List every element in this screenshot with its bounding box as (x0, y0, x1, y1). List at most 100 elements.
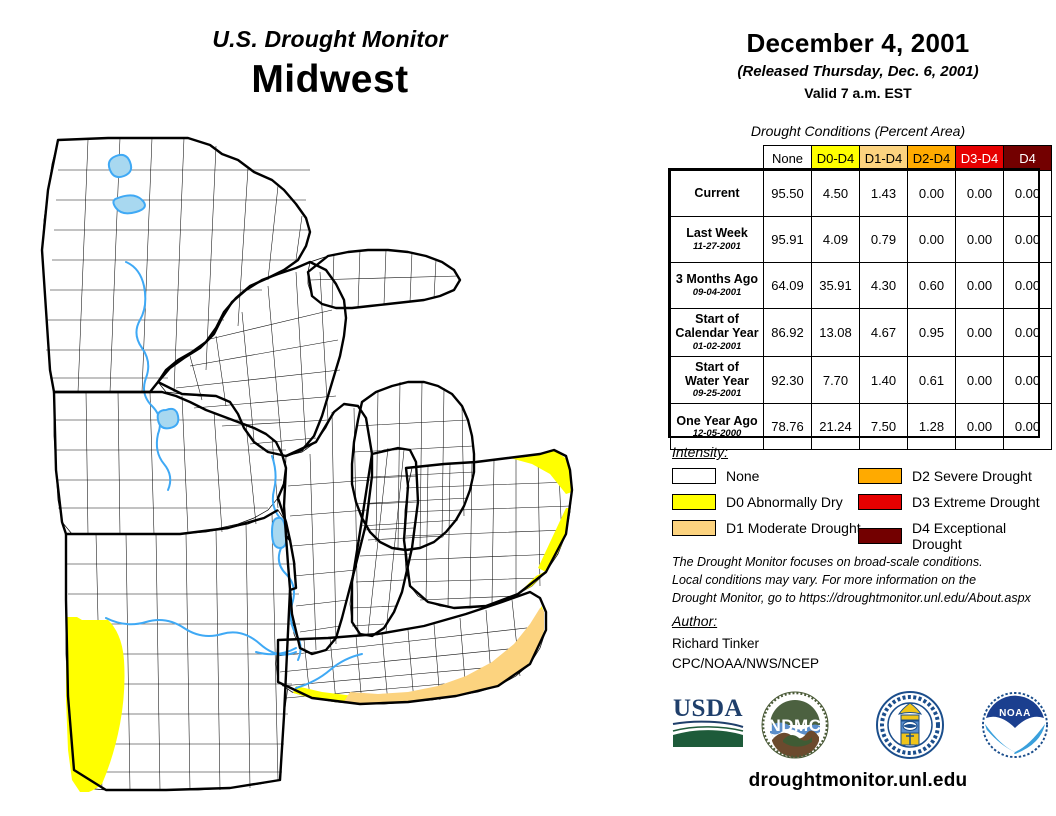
row-label: Start of Calendar Year 01-02-2001 (670, 308, 764, 357)
state-bodies (41, 137, 573, 791)
region-title: Midwest (251, 58, 409, 101)
row-label-line: One Year Ago (676, 413, 758, 428)
table-cell: 13.08 (811, 308, 860, 357)
table-cell: 0.00 (955, 216, 1004, 263)
drought-area-eastern-kentucky (288, 598, 544, 704)
legend-label: D1 Moderate Drought (726, 520, 861, 536)
row-label-line: Start of (695, 312, 739, 326)
report-date: December 4, 2001 (746, 28, 970, 58)
row-label: One Year Ago 12-05-2000 (670, 403, 764, 451)
table-cell: 0.00 (955, 308, 1004, 357)
table-cell: 4.67 (859, 308, 908, 357)
title-block: U.S. Drought Monitor Midwest (0, 26, 660, 102)
program-title: U.S. Drought Monitor (212, 26, 448, 52)
midwest-drought-map (10, 120, 660, 800)
table-cell: 78.76 (763, 403, 812, 451)
table-cell: 7.50 (859, 403, 908, 451)
table-cell: 0.00 (955, 403, 1004, 451)
site-url: droughtmonitor.unl.edu (748, 770, 968, 791)
table-cell: 95.91 (763, 216, 812, 263)
row-label-line: Start of (695, 359, 739, 374)
table-cell: 0.00 (907, 170, 956, 217)
author-label: Author: (672, 613, 718, 629)
row-label-line: Water Year (685, 374, 749, 389)
map-geometry (40, 136, 574, 792)
table-row: 3 Months Ago 09-04-2001 64.09 35.91 4.30 0.60… (670, 262, 1052, 309)
table-cell: 0.00 (1003, 216, 1052, 263)
table-header-row: None D0-D4 D1-D4 D2-D4 D3-D4 D4 (671, 145, 1052, 171)
notes-line-1: The Drought Monitor focuses on broad-sca… (672, 555, 983, 569)
agency-logo-row: USDA NDMC (665, 690, 1051, 762)
table-row: Start of Water Year 09-25-2001 92.30 7.70 1.4… (670, 355, 1052, 405)
table-caption: Drought Conditions (Percent Area) (750, 123, 966, 139)
table-cell: 21.24 (811, 403, 860, 451)
table-cell: 0.00 (1003, 355, 1052, 405)
legend-label: D3 Extreme Drought (912, 494, 1040, 510)
svg-text:NDMC: NDMC (769, 716, 822, 735)
intensity-legend-title: Intensity: (672, 444, 729, 460)
report-header: December 4, 2001 (Released Thursday, Dec… (660, 28, 1056, 101)
legend-item: None (672, 468, 759, 484)
row-label-line: Current (694, 186, 740, 201)
table-row: Start of Calendar Year 01-02-2001 86.92 13.0… (670, 308, 1052, 357)
table-cell: 1.28 (907, 403, 956, 451)
row-date: 01-02-2001 (692, 340, 742, 352)
table-cell: 0.00 (1003, 403, 1052, 451)
row-label: Last Week 11-27-2001 (670, 216, 764, 263)
table-cell: 0.00 (955, 355, 1004, 405)
row-label: Start of Water Year 09-25-2001 (670, 355, 764, 405)
table-col-header-none: None (763, 145, 812, 171)
legend-swatch (672, 520, 716, 536)
logos-svg: USDA NDMC (672, 691, 1048, 759)
row-date: 12-05-2000 (692, 428, 742, 440)
row-label-line: 3 Months Ago (675, 272, 759, 287)
legend-item: D4 Exceptional Drought (858, 520, 1056, 552)
table-col-header-d0-d4: D0-D4 (811, 145, 860, 171)
legend-swatch (858, 528, 902, 544)
row-label: 3 Months Ago 09-04-2001 (670, 262, 764, 309)
legend-item: D0 Abnormally Dry (672, 494, 843, 510)
table-cell: 1.40 (859, 355, 908, 405)
table-cell: 0.60 (907, 262, 956, 309)
table-cell: 0.00 (1003, 170, 1052, 217)
table-cell: 4.50 (811, 170, 860, 217)
table-cell: 86.92 (763, 308, 812, 357)
table-body: Current 95.50 4.50 1.43 0.00 0.00 0.00 Last Wee… (670, 170, 1052, 451)
table-cell: 4.30 (859, 262, 908, 309)
notes-line-2: Local conditions may vary. For more info… (672, 573, 977, 588)
table-row: Last Week 11-27-2001 95.91 4.09 0.79 0.00 0.00… (670, 216, 1052, 263)
author-block: Richard Tinker CPC/NOAA/NWS/NCEP (672, 634, 819, 673)
author-name: Richard Tinker (672, 636, 760, 651)
legend-swatch (858, 494, 902, 510)
table-cell: 0.95 (907, 308, 956, 357)
usda-logo: USDA (672, 695, 744, 747)
table-row: Current 95.50 4.50 1.43 0.00 0.00 0.00 (670, 170, 1052, 217)
table-cell: 95.50 (763, 170, 812, 217)
row-label: Current (670, 170, 764, 217)
table-cell: 4.09 (811, 216, 860, 263)
table-row: One Year Ago 12-05-2000 78.76 21.24 7.50 1.28… (670, 403, 1052, 451)
table-cell: 64.09 (763, 262, 812, 309)
table-cell: 1.43 (859, 170, 908, 217)
svg-text:NOAA: NOAA (999, 708, 1031, 719)
row-date: 09-04-2001 (692, 286, 742, 298)
noaa-logo: NOAA (982, 692, 1048, 758)
table-header-cells: None D0-D4 D1-D4 D2-D4 D3-D4 D4 (671, 145, 1052, 171)
table-cell: 0.61 (907, 355, 956, 405)
legend-label: None (726, 468, 760, 484)
author-affiliation: CPC/NOAA/NWS/NCEP (672, 655, 820, 671)
table-cell: 0.00 (907, 216, 956, 263)
table-cell: 0.79 (859, 216, 908, 263)
map-svg (40, 136, 574, 792)
table-col-header-d3-d4: D3-D4 (955, 145, 1004, 171)
table-cell: 0.00 (1003, 308, 1052, 357)
row-label-line: Calendar Year (675, 326, 759, 341)
row-date: 11-27-2001 (693, 240, 741, 252)
notes-line-3: Drought Monitor, go to https://droughtmo… (672, 591, 1031, 606)
disclaimer-notes: The Drought Monitor focuses on broad-sca… (672, 553, 1052, 607)
table-col-header-d2-d4: D2-D4 (907, 145, 956, 171)
drought-conditions-table: None D0-D4 D1-D4 D2-D4 D3-D4 D4 Current 95.50 4… (670, 145, 1052, 451)
legend-swatch (858, 468, 902, 484)
state-boundaries (40, 136, 574, 792)
released-line: (Released Thursday, Dec. 6, 2001) (737, 63, 979, 80)
